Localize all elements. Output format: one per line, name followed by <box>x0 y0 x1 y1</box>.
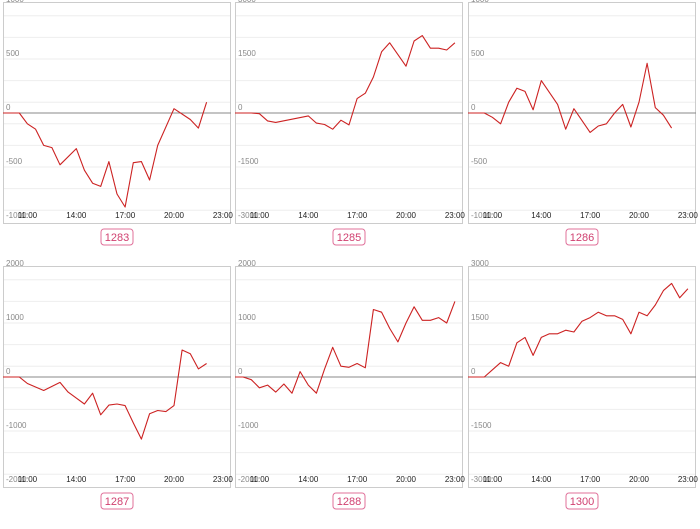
x-tick-label: 14:00 <box>66 211 87 220</box>
y-tick-label: 1500 <box>471 313 489 322</box>
chart-label: 1283 <box>105 232 129 244</box>
x-tick-label: 11:00 <box>483 211 503 220</box>
chart-label: 1287 <box>105 496 129 508</box>
y-tick-label: 0 <box>238 367 243 376</box>
x-tick-label: 14:00 <box>298 211 319 220</box>
series-line <box>235 301 456 394</box>
y-tick-label: -1000 <box>6 211 27 220</box>
y-tick-label: 500 <box>6 49 20 58</box>
x-tick-label: 17:00 <box>347 211 368 220</box>
chart-label-badge <box>565 228 599 246</box>
y-tick-label: 500 <box>471 49 485 58</box>
x-tick-label: 11:00 <box>250 211 270 220</box>
y-tick-label: -3000 <box>238 211 259 220</box>
y-tick-label: -1000 <box>238 421 259 430</box>
y-tick-label: -500 <box>6 157 23 166</box>
x-tick-label: 20:00 <box>629 211 650 220</box>
x-tick-label: 17:00 <box>580 211 601 220</box>
x-tick-label: 20:00 <box>396 475 417 484</box>
y-tick-label: 3000 <box>238 0 256 4</box>
chart-label-badge <box>100 492 134 510</box>
y-tick-label: 1000 <box>471 0 489 4</box>
x-tick-label: 11:00 <box>18 475 38 484</box>
y-tick-label: 0 <box>6 103 11 112</box>
chart-label-badge <box>100 228 134 246</box>
y-tick-label: 0 <box>6 367 11 376</box>
y-tick-label: 1000 <box>6 313 24 322</box>
x-tick-label: 20:00 <box>164 475 185 484</box>
y-tick-label: 2000 <box>238 259 256 268</box>
x-tick-label: 11:00 <box>18 211 38 220</box>
y-tick-label: 1000 <box>6 0 24 4</box>
series-line <box>3 349 207 440</box>
x-tick-label: 20:00 <box>396 211 417 220</box>
y-tick-label: -2000 <box>238 475 259 484</box>
chart-label-badge <box>332 228 366 246</box>
x-tick-label: 11:00 <box>483 475 503 484</box>
x-tick-label: 14:00 <box>531 475 552 484</box>
x-tick-label: 14:00 <box>66 475 87 484</box>
x-tick-label: 14:00 <box>531 211 552 220</box>
y-tick-label: 0 <box>471 103 476 112</box>
y-tick-label: -500 <box>471 157 488 166</box>
y-tick-label: -1000 <box>6 421 27 430</box>
y-tick-label: -3000 <box>471 475 492 484</box>
x-tick-label: 23:00 <box>213 211 234 220</box>
x-tick-label: 14:00 <box>298 475 319 484</box>
chart-label-badge <box>565 492 599 510</box>
y-tick-label: -1500 <box>238 157 259 166</box>
x-tick-label: 23:00 <box>678 475 699 484</box>
y-tick-label: 0 <box>238 103 243 112</box>
x-tick-label: 11:00 <box>250 475 270 484</box>
x-tick-label: 23:00 <box>445 475 466 484</box>
chart-label: 1285 <box>337 232 361 244</box>
series-line <box>3 102 208 208</box>
x-tick-label: 17:00 <box>115 475 136 484</box>
series-line <box>468 282 689 378</box>
x-tick-label: 23:00 <box>213 475 234 484</box>
chart-label: 1300 <box>570 496 594 508</box>
series-line <box>468 62 673 133</box>
y-tick-label: -1500 <box>471 421 492 430</box>
x-tick-label: 23:00 <box>445 211 466 220</box>
series-line <box>235 35 456 130</box>
y-tick-label: 1500 <box>238 49 256 58</box>
chart-label: 1288 <box>337 496 361 508</box>
x-tick-label: 23:00 <box>678 211 699 220</box>
y-tick-label: 0 <box>471 367 476 376</box>
x-tick-label: 17:00 <box>115 211 136 220</box>
y-tick-label: 3000 <box>471 259 489 268</box>
chart-label-badge <box>332 492 366 510</box>
x-tick-label: 17:00 <box>347 475 368 484</box>
x-tick-label: 20:00 <box>164 211 185 220</box>
y-tick-label: 2000 <box>6 259 24 268</box>
chart-label: 1286 <box>570 232 594 244</box>
x-tick-label: 17:00 <box>580 475 601 484</box>
y-tick-label: 1000 <box>238 313 256 322</box>
x-tick-label: 20:00 <box>629 475 650 484</box>
y-tick-label: -2000 <box>6 475 27 484</box>
y-tick-label: -1000 <box>471 211 492 220</box>
